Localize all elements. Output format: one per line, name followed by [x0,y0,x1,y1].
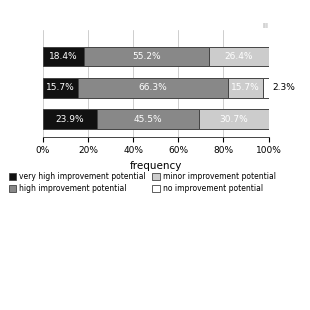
X-axis label: frequency: frequency [130,161,182,171]
Text: 30.7%: 30.7% [220,115,249,124]
Bar [228,78,263,98]
Text: 15.7%: 15.7% [231,83,260,92]
Text: III: III [263,23,268,29]
Bar [263,78,268,98]
Text: 45.5%: 45.5% [134,115,162,124]
Bar [200,109,269,129]
Bar [209,46,268,66]
Bar [78,78,228,98]
Text: 15.7%: 15.7% [46,83,75,92]
Text: 66.3%: 66.3% [139,83,167,92]
Text: 18.4%: 18.4% [49,52,78,61]
Bar [43,78,78,98]
Legend: very high improvement potential, high improvement potential, minor improvement p: very high improvement potential, high im… [9,172,276,193]
Bar [43,109,97,129]
Text: 26.4%: 26.4% [224,52,253,61]
Text: 23.9%: 23.9% [55,115,84,124]
Text: 55.2%: 55.2% [132,52,161,61]
Text: 2.3%: 2.3% [272,83,295,92]
Bar [97,109,200,129]
Bar [84,46,209,66]
Bar [43,46,84,66]
